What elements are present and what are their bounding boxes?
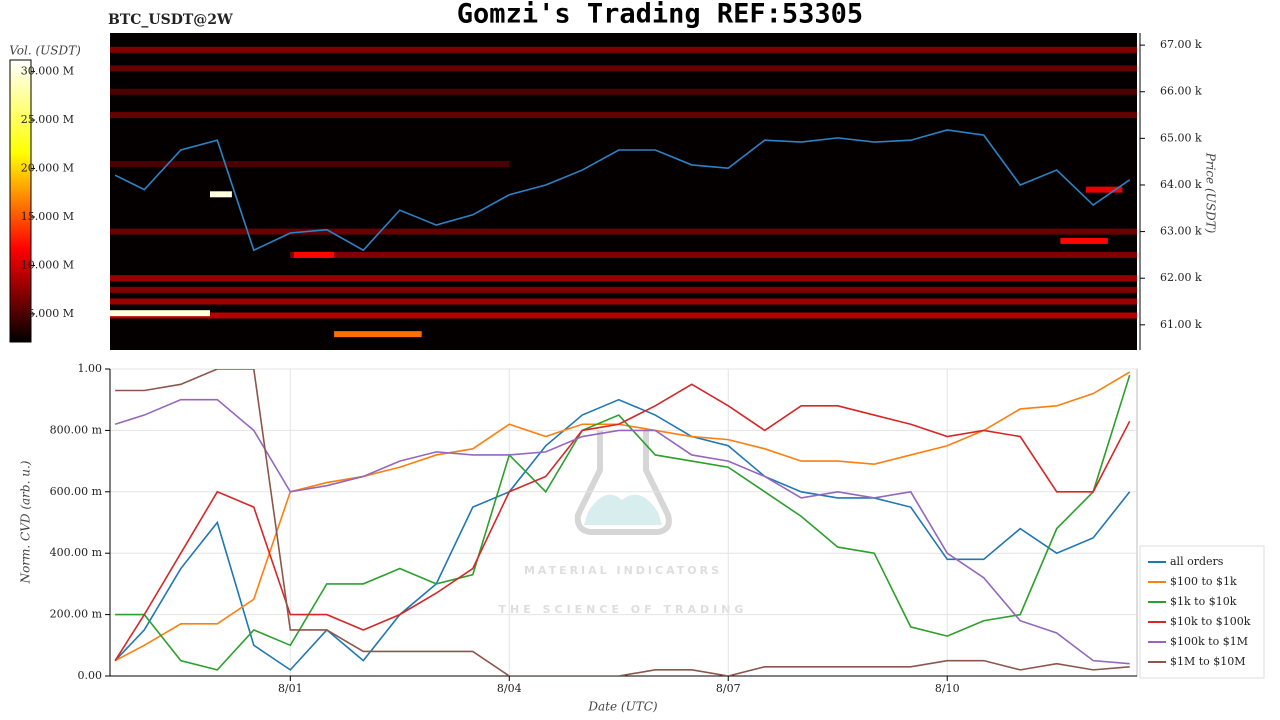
y-tick-label: 67.00 k — [1160, 38, 1202, 51]
heatmap — [110, 46, 1137, 338]
subtitle: BTC_USDT@2W — [108, 12, 233, 28]
legend-label: $100 to $1k — [1170, 575, 1237, 588]
liquidity-band — [110, 65, 1137, 72]
watermark-text: MATERIAL INDICATORS — [524, 564, 722, 577]
colorbar-tick-label: 15.000 M — [21, 210, 74, 223]
liquidity-band — [1085, 186, 1123, 193]
x-tick-label: 8/07 — [716, 682, 741, 695]
liquidity-band — [110, 298, 1137, 305]
legend-label: $10k to $100k — [1170, 615, 1251, 628]
y-tick-label: 600.00 m — [50, 485, 103, 498]
liquidity-band — [334, 331, 422, 338]
series-line — [115, 369, 1130, 676]
colorbar-tick-label: 5.000 M — [28, 307, 74, 320]
watermark-icon — [574, 430, 672, 535]
title: Gomzi's Trading REF:53305 — [457, 0, 863, 30]
y-tick-label: 62.00 k — [1160, 271, 1202, 284]
liquidity-band — [293, 251, 335, 258]
liquidity-band — [1060, 237, 1108, 244]
y-tick-label: 65.00 k — [1160, 131, 1202, 144]
liquidity-band — [110, 310, 210, 317]
y-tick-label: 66.00 k — [1160, 85, 1202, 98]
y-tick-label: 200.00 m — [50, 608, 103, 621]
y-tick-label: 0.00 — [78, 669, 103, 682]
colorbar-tick-label: 10.000 M — [21, 258, 74, 271]
y-tick-label: 63.00 k — [1160, 225, 1202, 238]
liquidity-band — [290, 251, 1137, 258]
liquidity-band — [110, 312, 1137, 319]
colorbar-tick-label: 25.000 M — [21, 113, 74, 126]
y-tick-label: 1.00 — [78, 362, 103, 375]
legend-box — [1139, 545, 1265, 679]
liquidity-band — [110, 160, 510, 167]
colorbar-tick-label: 20.000 M — [21, 162, 74, 175]
colorbar-label: Vol. (USDT) — [9, 44, 81, 58]
liquidity-band — [110, 275, 1137, 282]
heatmap-background — [110, 33, 1137, 350]
series-line — [115, 374, 1131, 671]
liquidity-band — [110, 46, 1137, 53]
legend-label: $100k to $1M — [1170, 635, 1248, 648]
series-line — [114, 398, 1131, 671]
y-tick-label: 800.00 m — [50, 423, 103, 436]
y-axis-label: Norm. CVD (arb. u.) — [19, 460, 33, 584]
x-tick-label: 8/04 — [497, 682, 522, 695]
liquidity-band — [110, 112, 1137, 119]
y-tick-label: 400.00 m — [50, 546, 103, 559]
liquidity-band — [110, 88, 1137, 95]
series-line — [114, 383, 1131, 662]
x-tick-label: 8/01 — [278, 682, 303, 695]
x-tick-label: 8/10 — [935, 682, 960, 695]
legend-label: $1M to $10M — [1170, 655, 1246, 668]
watermark: MATERIAL INDICATORS THE SCIENCE OF TRADI… — [499, 430, 748, 616]
series-line — [114, 398, 1130, 665]
colorbar-tick-label: 30.000 M — [21, 65, 74, 78]
legend-label: all orders — [1170, 555, 1224, 568]
colorbar — [9, 59, 32, 343]
watermark-text: THE SCIENCE OF TRADING — [499, 603, 748, 616]
liquidity-band — [110, 228, 1137, 235]
x-axis-label: Date (UTC) — [587, 700, 657, 714]
y-axis-label: Price (USDT) — [1204, 152, 1218, 234]
liquidity-band — [110, 286, 1137, 293]
price-line — [114, 129, 1131, 252]
watermark-icon — [584, 494, 662, 525]
y-tick-label: 64.00 k — [1160, 178, 1202, 191]
legend-label: $1k to $10k — [1170, 595, 1237, 608]
liquidity-band — [209, 191, 232, 198]
lines — [114, 369, 1131, 676]
y-tick-label: 61.00 k — [1160, 318, 1202, 331]
